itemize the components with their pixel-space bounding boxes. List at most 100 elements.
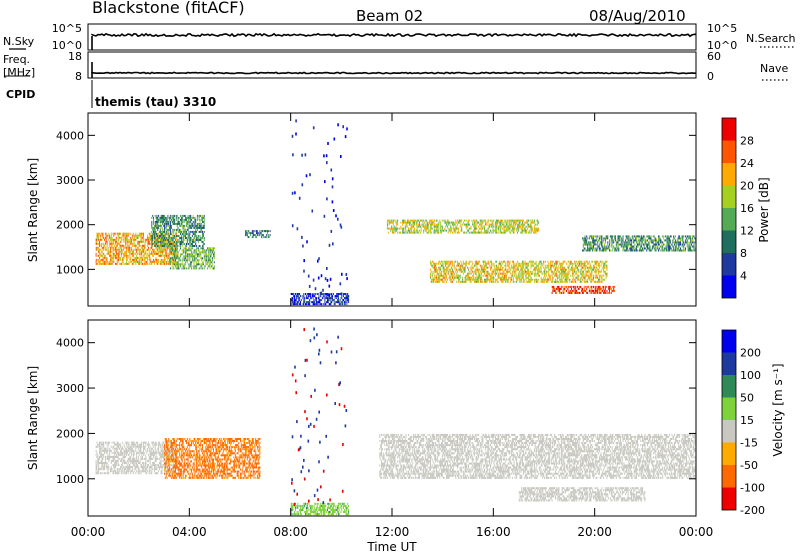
- power-cell: [633, 247, 635, 250]
- power-cell: [438, 231, 440, 234]
- power-cell: [395, 219, 397, 222]
- power-cell: [659, 239, 661, 242]
- power-cell: [328, 299, 330, 302]
- power-cell: [182, 257, 184, 260]
- power-cell: [197, 235, 199, 238]
- nsky-tick-top: 10^5: [52, 22, 82, 35]
- power-cell: [149, 234, 151, 237]
- power-cell: [599, 274, 601, 277]
- power-cell: [484, 274, 486, 277]
- power-cell: [497, 268, 499, 271]
- power-cell: [547, 264, 549, 267]
- power-cell: [147, 234, 149, 237]
- power-cell: [522, 272, 524, 275]
- power-cell: [115, 236, 117, 239]
- power-cell: [182, 241, 184, 244]
- power-cell: [593, 264, 595, 267]
- power-cell: [324, 299, 326, 302]
- power-cell: [502, 260, 504, 263]
- power-cell: [674, 243, 676, 246]
- power-cell: [496, 219, 498, 222]
- power-cell: [513, 270, 515, 273]
- power-cell: [247, 230, 249, 233]
- power-cell: [202, 218, 204, 221]
- power-cell: [593, 278, 595, 281]
- power-cell: [149, 238, 151, 241]
- power-cell: [506, 225, 508, 228]
- power-cell: [135, 246, 137, 249]
- power-cell: [654, 249, 656, 252]
- power-cell: [168, 235, 170, 238]
- power-cell: [170, 260, 172, 263]
- power-cell: [594, 268, 596, 271]
- power-cell: [180, 218, 182, 221]
- power-cell: [465, 225, 467, 228]
- power-cell: [678, 243, 680, 246]
- power-cell: [449, 223, 451, 226]
- power-cell: [499, 221, 501, 224]
- power-cell: [347, 295, 349, 298]
- power-cell: [539, 260, 541, 263]
- power-cell: [156, 224, 158, 227]
- power-cell: [559, 287, 561, 290]
- power-cell: [554, 289, 556, 292]
- power-cell: [168, 232, 170, 235]
- power-cell: [538, 270, 540, 273]
- power-cell: [131, 234, 133, 237]
- power-cell: [131, 252, 133, 255]
- power-cell: [162, 216, 164, 219]
- power-cell: [526, 276, 528, 279]
- power-cell: [170, 247, 172, 250]
- power-cell: [200, 226, 202, 229]
- power-cell: [417, 219, 419, 222]
- power-cell: [594, 260, 596, 263]
- power-cell: [436, 270, 438, 273]
- power-cell: [613, 241, 615, 244]
- power-cell: [180, 243, 182, 246]
- power-cell: [647, 239, 649, 242]
- power-cell: [585, 237, 587, 240]
- power-cell: [245, 232, 247, 235]
- power-cell: [104, 238, 106, 241]
- power-cell: [191, 247, 193, 250]
- power-cell: [137, 256, 139, 259]
- power-cell: [196, 230, 198, 233]
- power-cell: [521, 280, 523, 283]
- power-cell: [141, 236, 143, 239]
- power-cell: [126, 234, 128, 237]
- power-cell: [437, 280, 439, 283]
- power-cell: [419, 221, 421, 224]
- power-cell: [517, 231, 519, 234]
- power-cell: [481, 227, 483, 230]
- power-cell: [152, 228, 154, 231]
- power-cell: [614, 249, 616, 252]
- power-cell: [190, 218, 192, 221]
- power-cell: [210, 257, 212, 260]
- power-cell: [95, 258, 97, 261]
- power-cell: [168, 246, 170, 249]
- power-cell: [498, 272, 500, 275]
- power-cell: [542, 278, 544, 281]
- power-cell: [590, 272, 592, 275]
- power-cell: [339, 299, 341, 302]
- power-cell: [159, 224, 161, 227]
- power-cell: [658, 243, 660, 246]
- power-cell: [680, 239, 682, 242]
- power-cell: [669, 241, 671, 244]
- power-cell: [168, 245, 170, 248]
- power-cell: [559, 270, 561, 273]
- power-cell: [476, 266, 478, 269]
- power-cell: [460, 223, 462, 226]
- power-cell: [559, 262, 561, 265]
- power-cell: [685, 237, 687, 240]
- power-cell: [559, 272, 561, 275]
- power-cell: [193, 259, 195, 262]
- power-cell: [408, 229, 410, 232]
- power-cell: [118, 258, 120, 261]
- power-cell: [492, 278, 494, 281]
- power-cell: [500, 219, 502, 222]
- power-cell: [195, 220, 197, 223]
- power-cell: [185, 263, 187, 266]
- power-cell: [651, 241, 653, 244]
- power-cell: [418, 223, 420, 226]
